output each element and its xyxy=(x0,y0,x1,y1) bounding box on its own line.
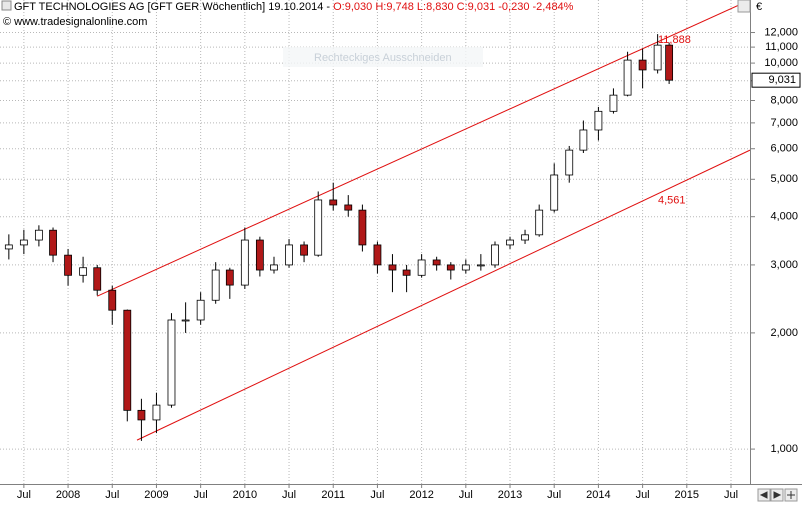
x-tick-label: Jul xyxy=(636,489,650,501)
y-tick-label: 10,000 xyxy=(764,57,798,69)
candle-body xyxy=(623,59,632,96)
candle-body xyxy=(93,267,102,291)
candle-body xyxy=(665,44,674,81)
candle-body xyxy=(476,264,485,267)
candle-body xyxy=(594,110,603,131)
y-axis-panel xyxy=(750,0,802,484)
candle-body xyxy=(300,244,308,256)
y-tick-label: 4,000 xyxy=(770,211,798,223)
candle-body xyxy=(446,264,455,271)
candle-body xyxy=(314,199,323,256)
title: GFT TECHNOLOGIES AG [GFT GER Wöchentlich… xyxy=(14,1,330,13)
axes: 1,000 2,000 3,000 4,000 5,000 6,000 7,000 8,000… xyxy=(17,26,801,501)
candle-body xyxy=(402,269,411,276)
plot: 11,888 4,561 xyxy=(4,0,751,441)
last-price-label: 9,031 xyxy=(768,74,796,86)
candle-body xyxy=(152,404,161,421)
candle-body xyxy=(358,209,367,246)
y-tick-label: 1,000 xyxy=(770,443,798,455)
x-tick-label: 2011 xyxy=(321,489,345,501)
y-tick-label: 11,000 xyxy=(765,41,798,53)
candle-body xyxy=(64,254,72,276)
x-tick-label: 2008 xyxy=(56,489,80,501)
candle-body xyxy=(609,94,618,112)
x-tick-label: Jul xyxy=(370,489,384,501)
candle-body xyxy=(270,264,278,271)
x-tick-label: 2010 xyxy=(233,489,257,501)
header: GFT TECHNOLOGIES AG [GFT GER Wöchentlich… xyxy=(14,1,574,13)
x-tick-label: Jul xyxy=(17,489,31,501)
candle-body xyxy=(34,229,43,241)
overlay-text: Rechteckiges Ausschneiden xyxy=(314,52,452,64)
y-tick-label: 2,000 xyxy=(770,327,798,339)
x-tick-label: Jul xyxy=(459,489,473,501)
candle-body xyxy=(181,319,190,322)
candle-body xyxy=(137,409,146,421)
annotation: 4,561 xyxy=(658,195,686,207)
x-tick-label: 2015 xyxy=(675,489,699,501)
x-tick-label: 2012 xyxy=(409,489,433,501)
scroll-up[interactable] xyxy=(737,0,751,13)
candle-body xyxy=(108,289,117,311)
x-tick-label: Jul xyxy=(194,489,208,501)
annotation: 11,888 xyxy=(658,34,691,46)
candle-body xyxy=(167,319,176,406)
candle-body xyxy=(565,149,574,176)
candle-body xyxy=(79,267,87,276)
candle-body xyxy=(535,209,544,236)
candle-body xyxy=(432,259,441,266)
candle-body xyxy=(579,129,588,151)
last-price-box xyxy=(751,72,801,88)
currency: € xyxy=(756,1,762,13)
candle-body xyxy=(49,229,57,256)
candle-body xyxy=(225,269,234,286)
source: © www.tradesignalonline.com xyxy=(3,16,147,28)
y-tick-label: 6,000 xyxy=(770,143,798,155)
quote: O:9,030 H:9,748 L:8,830 C:9,031 -0,230 -… xyxy=(333,1,574,13)
candle-body xyxy=(255,239,264,271)
candle-body xyxy=(329,199,338,206)
x-tick-label: 2013 xyxy=(498,489,522,501)
candle-body xyxy=(491,244,499,266)
candle-body xyxy=(240,239,249,286)
y-tick-label: 3,000 xyxy=(770,259,798,271)
candle-body xyxy=(638,59,647,71)
candle-body xyxy=(550,174,559,211)
y-tick-label: 12,000 xyxy=(764,26,798,38)
overlay-box xyxy=(283,47,483,67)
candle-body xyxy=(461,264,470,271)
y-tick-label: 8,000 xyxy=(770,94,798,106)
scroll-buttons[interactable] xyxy=(737,0,798,502)
candle-body xyxy=(521,234,529,241)
x-tick-label: 2009 xyxy=(144,489,168,501)
scroll-glyphs xyxy=(759,491,795,499)
x-axis-panel xyxy=(0,484,802,506)
candle-body xyxy=(123,309,132,411)
x-tick-label: Jul xyxy=(282,489,296,501)
y-tick-label: 7,000 xyxy=(770,117,798,129)
y-tick-label: 5,000 xyxy=(770,173,798,185)
candle-body xyxy=(19,239,28,246)
candle-body xyxy=(506,239,514,246)
candle-body xyxy=(653,44,662,71)
x-tick-label: Jul xyxy=(547,489,561,501)
candle-body xyxy=(417,259,426,276)
trendline xyxy=(97,0,751,297)
x-tick-label: Jul xyxy=(724,489,738,501)
x-tick-label: Jul xyxy=(105,489,119,501)
candle-body xyxy=(373,244,382,266)
x-tick-label: 2014 xyxy=(586,489,610,501)
candle-body xyxy=(388,264,397,271)
trendline xyxy=(136,149,751,441)
candle-body xyxy=(196,299,205,321)
candle-body xyxy=(285,244,293,266)
candle-body xyxy=(211,269,220,301)
candle-body xyxy=(4,244,13,250)
candle-body xyxy=(344,204,353,211)
icon xyxy=(1,0,12,11)
